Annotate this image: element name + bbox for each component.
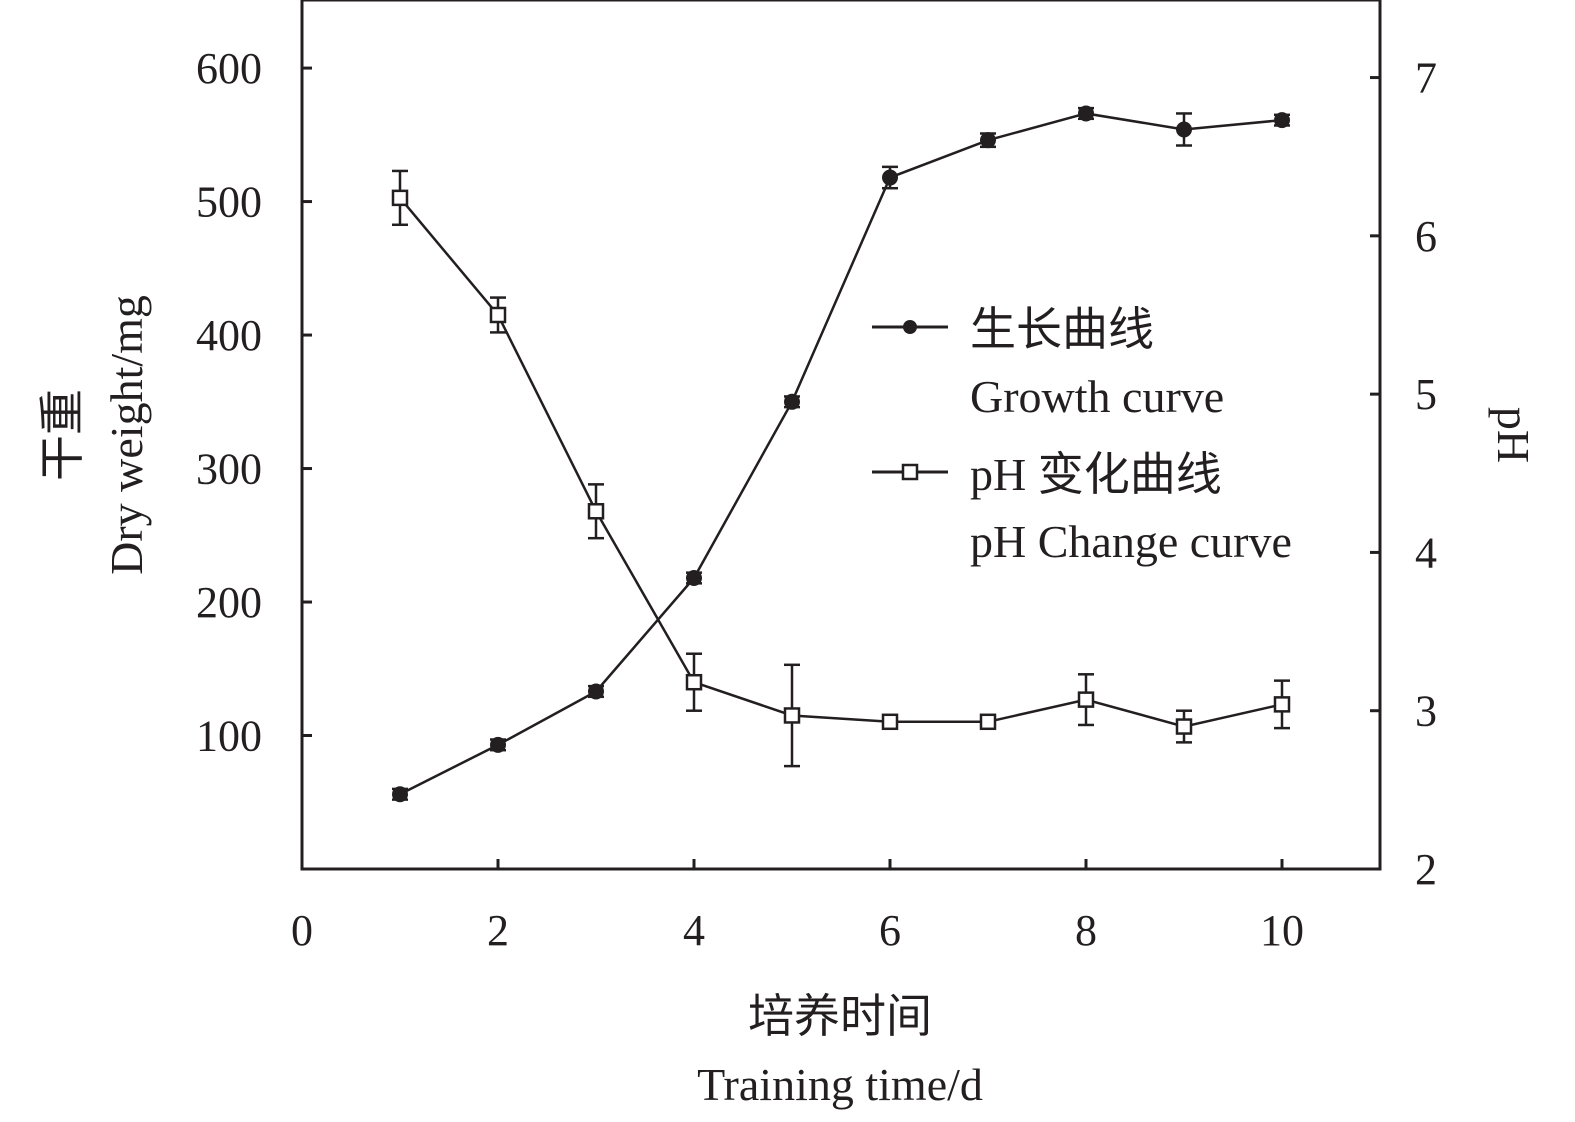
growth-point [686,569,702,586]
y-right-tick-label: 4 [1415,528,1437,577]
ph-point [1273,696,1291,713]
ph-point [587,503,605,520]
ph-point [489,306,507,324]
y-left-label-cn: 干重 [37,389,88,481]
y-right-label: pH [1488,407,1539,463]
y-left-tick-label: 600 [196,44,262,93]
legend: 生长曲线 Growth curve pH 变化曲线 pH Change curv… [872,304,1292,567]
x-tick-label: 2 [487,906,509,955]
x-tick-label: 4 [683,906,705,955]
y-left-label-en: Dry weight/mg [101,295,152,575]
growth-point [392,786,408,803]
growth-point [588,683,604,700]
legend-ph-en: pH Change curve [970,516,1292,567]
ph-point [685,673,703,691]
legend-ph-cn: pH 变化曲线 [970,449,1222,500]
y-right-tick-label: 7 [1415,54,1437,103]
x-tick-label: 8 [1075,906,1097,955]
y-left-tick-label: 500 [196,178,262,227]
legend-growth-cn: 生长曲线 [970,304,1154,355]
y-right-tick-label: 5 [1415,370,1437,419]
ph-point [391,189,409,207]
x-label-en: Training time/d [697,1059,983,1110]
legend-growth-en: Growth curve [970,371,1224,422]
growth-point [882,169,898,186]
x-tick-label: 10 [1260,906,1304,955]
growth-point [980,132,996,149]
legend-ph-marker [901,463,919,481]
y-right-tick-label: 2 [1415,845,1437,894]
growth-point [1274,112,1290,129]
x-label-cn: 培养时间 [748,991,932,1042]
y-left-tick-label: 400 [196,311,262,360]
ph-point [783,707,801,724]
growth-point [1176,121,1192,138]
plot-frame [300,0,1382,871]
legend-growth-marker [903,320,917,334]
x-tick-label: 6 [879,906,901,955]
y-left-tick-label: 200 [196,578,262,627]
y-left-tick-label: 100 [196,712,262,761]
growth-point [490,736,506,753]
growth-point [784,393,800,410]
ph-point [979,713,997,731]
y-right-tick-label: 3 [1415,687,1437,736]
series-line-0 [399,112,1283,796]
y-left-tick-label: 300 [196,445,262,494]
growth-point [1078,105,1094,122]
ph-point [881,713,899,731]
series-line-1 [399,197,1283,728]
y-right-tick-label: 6 [1415,212,1437,261]
ph-point [1077,691,1095,708]
ph-point [1175,718,1193,735]
x-tick-label: 0 [291,906,313,955]
